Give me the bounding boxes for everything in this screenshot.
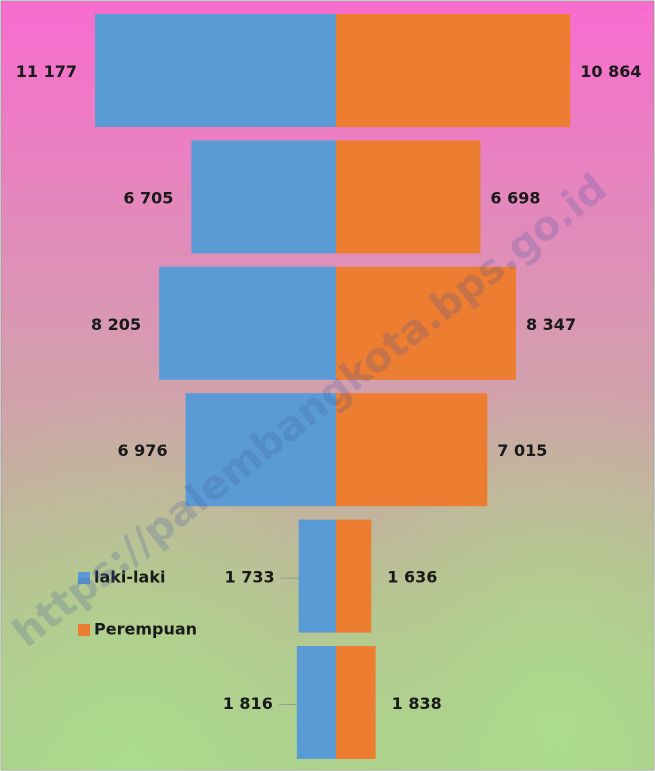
data-label: 6 698 [490, 188, 540, 207]
legend-swatch [78, 572, 90, 584]
bar [336, 646, 376, 759]
data-label: 7 015 [497, 441, 547, 460]
bar [336, 266, 516, 380]
bar [159, 266, 336, 380]
data-label: 6 976 [117, 441, 167, 460]
bar [336, 393, 488, 507]
bar [95, 14, 336, 127]
bar [336, 519, 372, 633]
bar [336, 140, 481, 254]
bar [191, 140, 336, 254]
legend-label: Perempuan [94, 620, 197, 639]
data-label: 1 816 [223, 694, 273, 713]
legend-swatch [78, 624, 90, 636]
data-label: 6 705 [123, 188, 173, 207]
bar [336, 14, 571, 127]
data-label: 1 636 [387, 568, 437, 587]
data-label: 11 177 [16, 62, 77, 81]
bar [296, 646, 336, 759]
data-label: 1 838 [392, 694, 442, 713]
bar [185, 393, 336, 507]
data-label: 1 733 [225, 568, 275, 587]
data-label: 8 347 [526, 315, 576, 334]
bar [298, 519, 336, 633]
data-label: 10 864 [580, 62, 641, 81]
data-label: 8 205 [91, 315, 141, 334]
legend-label: laki-laki [94, 568, 165, 587]
